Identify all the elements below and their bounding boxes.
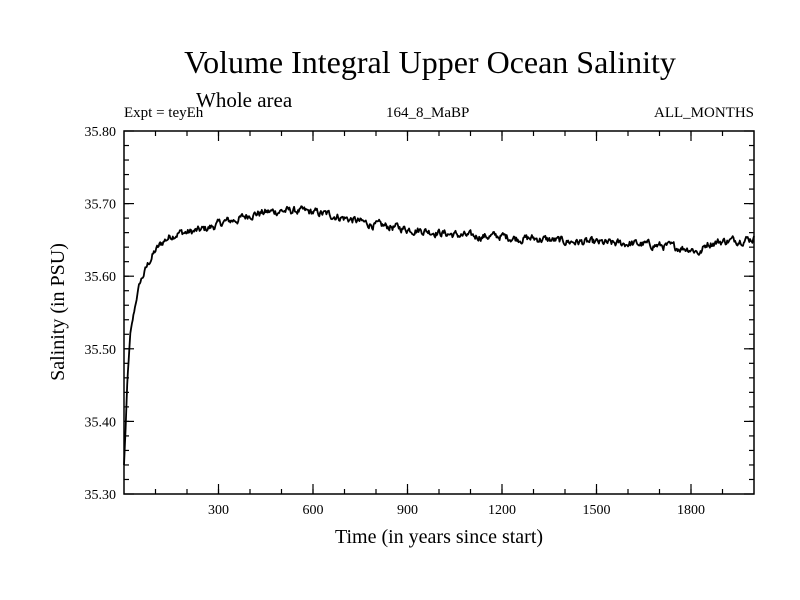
axis-ticks: 300 600 900 1200 1500 1800 35.30 35.40 35.50 35.6… (85, 125, 754, 518)
y-tick-label: 35.50 (85, 343, 117, 358)
y-axis-label: Salinity (in PSU) (47, 243, 69, 381)
x-tick-label: 1800 (677, 503, 705, 518)
x-tick-label: 1500 (583, 503, 611, 518)
y-tick-label: 35.80 (85, 125, 117, 140)
x-axis-label: Time (in years since start) (335, 526, 543, 548)
experiment-label: Expt = teyEh (124, 105, 204, 121)
salinity-series-line (123, 205, 755, 466)
months-label: ALL_MONTHS (654, 105, 754, 121)
chart-title: Volume Integral Upper Ocean Salinity (184, 44, 676, 80)
x-tick-label: 900 (397, 503, 418, 518)
x-tick-label: 1200 (488, 503, 516, 518)
plot-frame (123, 130, 755, 495)
y-tick-label: 35.70 (85, 198, 117, 213)
y-tick-label: 35.60 (85, 270, 117, 285)
run-id-label: 164_8_MaBP (386, 105, 470, 121)
chart-subtitle: Whole area (196, 88, 293, 112)
y-tick-label: 35.30 (85, 488, 117, 503)
x-tick-label: 600 (303, 503, 324, 518)
x-tick-label: 300 (208, 503, 229, 518)
y-tick-label: 35.40 (85, 415, 117, 430)
